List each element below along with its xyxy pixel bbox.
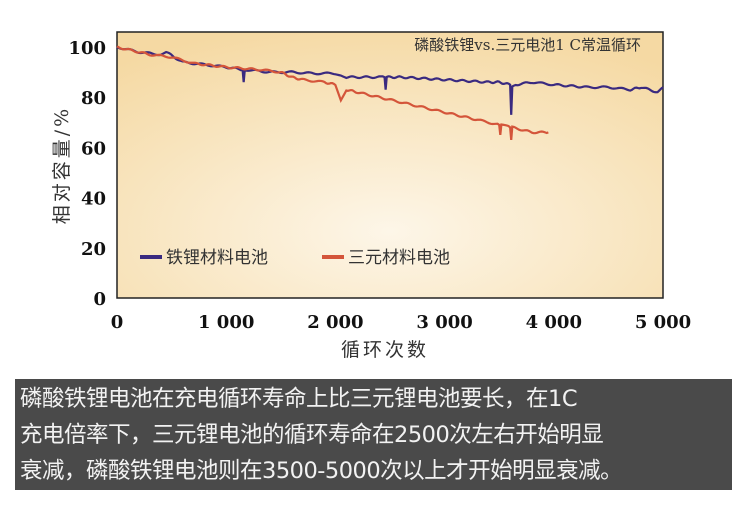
x-tick-label: 0 — [111, 312, 124, 333]
y-tick-label: 20 — [81, 239, 106, 260]
series-line-0 — [116, 46, 664, 115]
capacity-chart: 0 1 000 2 000 3 000 4 000 5 000 0 20 40 60 80 100 磷… — [51, 31, 691, 361]
legend: 铁锂材料电池 三元材料电池 — [140, 248, 450, 268]
x-tick-label: 1 000 — [198, 312, 254, 333]
series-line-1 — [116, 45, 549, 141]
legend-label: 三元材料电池 — [348, 248, 450, 268]
x-tick-label: 3 000 — [416, 312, 472, 333]
y-tick-label: 0 — [93, 289, 106, 310]
y-tick-label: 100 — [68, 38, 106, 59]
y-tick-label: 60 — [81, 138, 106, 159]
y-tick-label: 80 — [81, 88, 106, 109]
caption-text: 磷酸铁锂电池在充电循环寿命上比三元锂电池要长，在1C 充电倍率下，三元锂电池的循… — [15, 379, 732, 490]
y-axis-label: 相对容量/% — [51, 106, 73, 224]
y-tick-label: 40 — [81, 189, 106, 210]
x-tick-label: 4 000 — [526, 312, 582, 333]
x-axis-label: 循环次数 — [341, 339, 429, 361]
chart-annotation: 磷酸铁锂vs.三元电池1 C常温循环 — [414, 36, 641, 54]
x-tick-label: 5 000 — [635, 312, 691, 333]
x-tick-label: 2 000 — [307, 312, 363, 333]
legend-label: 铁锂材料电池 — [166, 248, 268, 268]
